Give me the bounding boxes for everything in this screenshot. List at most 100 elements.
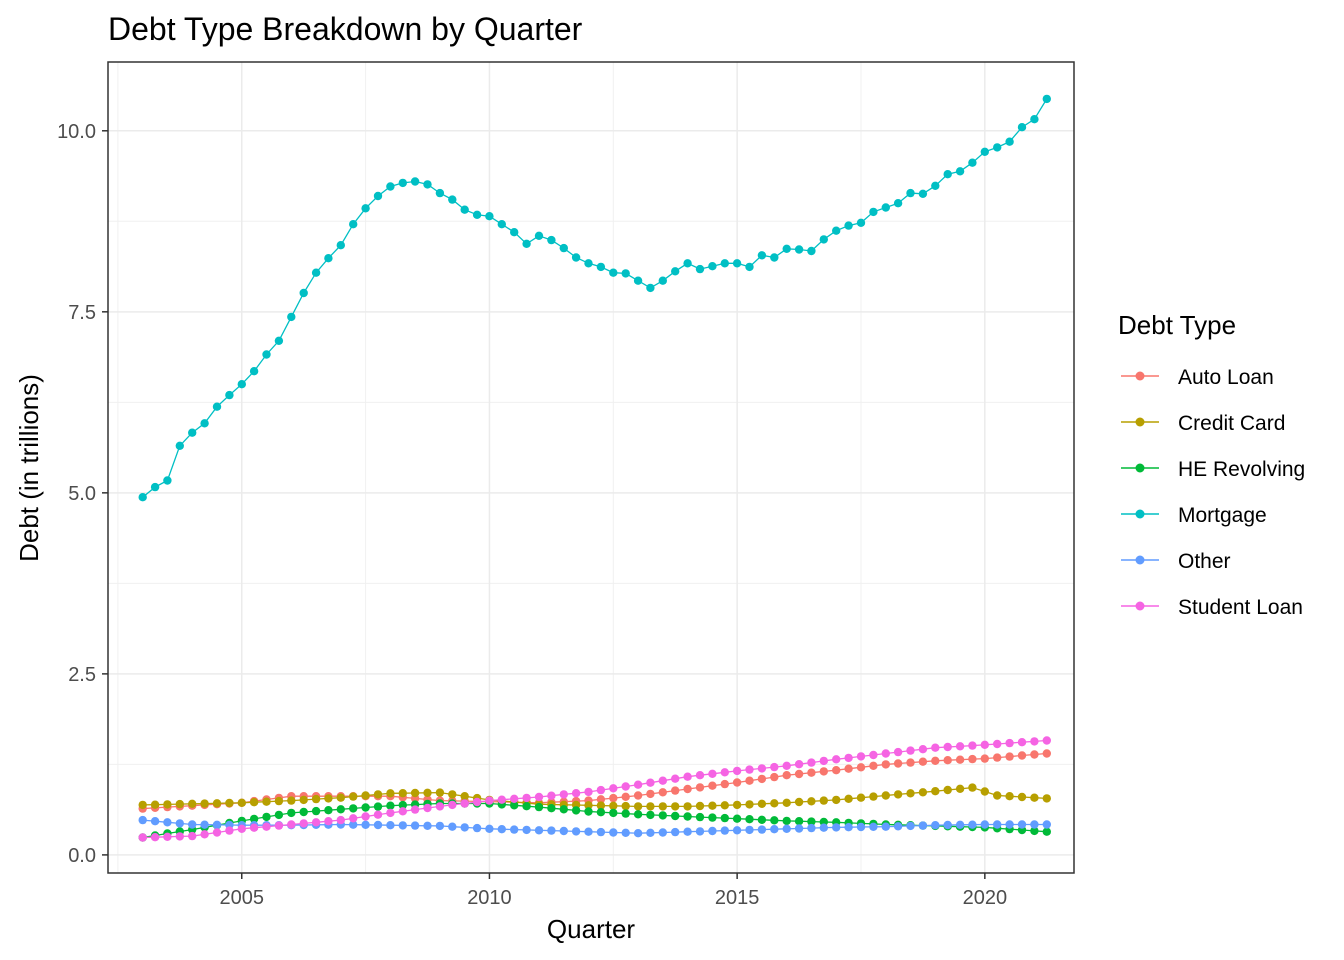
legend-item-other: Other <box>1121 550 1231 573</box>
data-point <box>596 785 606 795</box>
data-point <box>633 810 643 819</box>
data-point <box>671 802 680 811</box>
data-point <box>646 778 655 787</box>
data-point <box>633 802 643 811</box>
data-point <box>262 812 271 822</box>
data-point <box>435 188 445 198</box>
panel-border <box>107 61 1075 874</box>
data-point <box>510 801 519 810</box>
data-point <box>584 827 593 836</box>
data-point <box>1042 820 1052 829</box>
series-mortgage <box>138 94 1052 502</box>
data-point <box>175 832 184 841</box>
data-point <box>943 742 952 752</box>
data-point <box>559 243 568 253</box>
data-point <box>633 276 643 285</box>
data-point <box>510 228 519 237</box>
data-point <box>807 768 816 777</box>
data-point <box>671 827 680 837</box>
data-point <box>237 824 246 833</box>
legend-label: Other <box>1178 550 1231 573</box>
legend-key-point <box>1135 371 1145 381</box>
data-point <box>770 816 779 825</box>
data-point <box>609 268 618 277</box>
x-tick-label: 2010 <box>467 887 512 909</box>
data-point <box>844 764 853 773</box>
data-point <box>1030 826 1039 836</box>
data-point <box>460 205 469 214</box>
data-point <box>510 794 519 803</box>
data-point <box>212 799 222 808</box>
data-point <box>745 765 754 774</box>
data-point <box>683 812 692 821</box>
legend-item-mortgage: Mortgage <box>1121 504 1267 527</box>
data-point <box>324 794 333 803</box>
data-point <box>311 268 321 277</box>
data-point <box>386 182 395 191</box>
legend-label: Auto Loan <box>1178 366 1274 389</box>
data-point <box>683 827 692 836</box>
data-point <box>695 801 705 811</box>
data-point <box>770 253 779 262</box>
data-point <box>571 806 581 815</box>
data-point <box>807 758 816 767</box>
data-point <box>212 828 222 837</box>
x-axis-title: Quarter <box>547 914 635 944</box>
grid <box>108 62 1074 873</box>
data-point <box>732 800 742 810</box>
data-point <box>906 821 915 831</box>
data-point <box>621 809 630 818</box>
x-tick-label: 2015 <box>715 887 760 909</box>
data-point <box>708 801 717 810</box>
data-point <box>435 821 445 831</box>
data-point <box>1030 793 1039 802</box>
data-point <box>349 220 358 229</box>
data-point <box>658 276 667 285</box>
data-point <box>1017 792 1027 802</box>
data-point <box>893 747 903 757</box>
data-point <box>844 823 853 832</box>
data-point <box>869 207 878 217</box>
data-point <box>349 804 358 813</box>
data-point <box>324 806 333 815</box>
data-point <box>720 768 729 777</box>
data-point <box>695 812 705 822</box>
data-point <box>782 761 791 770</box>
data-point <box>1042 794 1052 803</box>
data-point <box>633 780 643 789</box>
data-point <box>1017 123 1027 132</box>
data-point <box>955 167 965 176</box>
data-point <box>336 793 345 802</box>
data-point <box>968 158 977 167</box>
data-point <box>609 793 618 803</box>
data-point <box>225 798 234 808</box>
data-point <box>361 204 370 213</box>
data-point <box>163 832 172 841</box>
data-point <box>695 827 705 836</box>
data-point <box>782 816 791 826</box>
data-point <box>410 788 420 798</box>
data-point <box>732 826 742 835</box>
x-tick-label: 2020 <box>963 887 1008 909</box>
data-point <box>188 799 197 808</box>
data-point <box>175 799 184 809</box>
data-point <box>534 826 544 835</box>
data-point <box>757 825 767 834</box>
data-point <box>918 757 928 766</box>
data-point <box>658 811 667 820</box>
legend-label: Credit Card <box>1178 412 1285 435</box>
data-point <box>472 823 482 833</box>
data-point <box>559 805 568 814</box>
data-point <box>349 814 358 823</box>
data-point <box>150 817 160 826</box>
data-point <box>757 774 767 784</box>
data-point <box>200 830 209 839</box>
data-point <box>794 245 804 254</box>
data-point <box>423 788 432 797</box>
data-point <box>980 740 989 749</box>
data-point <box>745 776 754 785</box>
data-point <box>299 807 308 817</box>
data-point <box>423 821 432 830</box>
